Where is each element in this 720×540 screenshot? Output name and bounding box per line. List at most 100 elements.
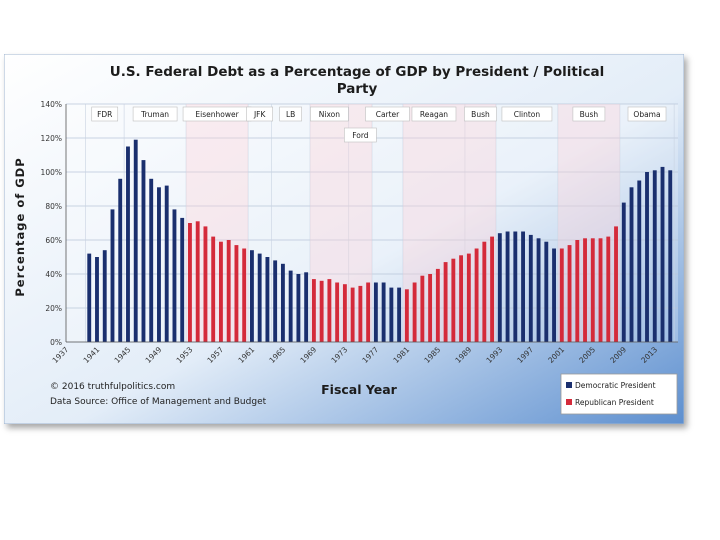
bar bbox=[412, 282, 417, 342]
bar bbox=[265, 257, 270, 342]
term-label: Clinton bbox=[514, 110, 541, 119]
bar bbox=[342, 284, 347, 342]
bar bbox=[435, 268, 440, 342]
bar bbox=[614, 226, 618, 342]
bar bbox=[335, 282, 340, 342]
term-label: LB bbox=[286, 110, 295, 119]
bar bbox=[583, 238, 587, 342]
bar bbox=[381, 282, 386, 342]
bar bbox=[219, 241, 223, 342]
term-label-box bbox=[627, 106, 667, 122]
term-label-box bbox=[464, 106, 497, 122]
bar bbox=[110, 209, 115, 342]
bar bbox=[513, 231, 518, 342]
bar bbox=[273, 260, 278, 342]
bar bbox=[490, 236, 495, 342]
bar bbox=[172, 209, 177, 342]
y-tick-label: 140% bbox=[41, 100, 62, 109]
bar bbox=[567, 245, 572, 342]
bar bbox=[234, 245, 239, 342]
term-label-box bbox=[279, 106, 302, 122]
bar bbox=[133, 139, 138, 342]
term-label-box bbox=[310, 106, 349, 122]
bar bbox=[280, 263, 285, 342]
legend-label-democratic: Democratic President bbox=[575, 381, 656, 390]
bar bbox=[358, 285, 363, 342]
term-label-box bbox=[501, 106, 553, 122]
bar bbox=[242, 248, 247, 342]
bar bbox=[552, 248, 556, 342]
term-label: Bush bbox=[580, 110, 599, 119]
term-label: JFK bbox=[253, 110, 267, 119]
term-label-box bbox=[344, 127, 377, 143]
term-label-layer: FDR Truman Eisenhower JFK LB Nixon Ford Carter R… bbox=[91, 106, 667, 143]
bar bbox=[95, 257, 99, 342]
term-label: Nixon bbox=[319, 110, 340, 119]
y-tick-label: 120% bbox=[41, 134, 62, 143]
term-band bbox=[496, 104, 558, 342]
term-label: Reagan bbox=[420, 110, 448, 119]
legend-swatch-democratic bbox=[566, 382, 572, 388]
data-source-text: Data Source: Office of Management and Bu… bbox=[50, 397, 267, 407]
y-axis-label: Percentage of GDP bbox=[13, 157, 27, 296]
bar bbox=[590, 238, 595, 342]
debt-chart: 0%20%40%60%80%100%120%140%1937 1941 1945 19… bbox=[3, 53, 685, 425]
bar bbox=[528, 234, 533, 342]
bar bbox=[226, 240, 231, 342]
term-label-box bbox=[572, 106, 606, 122]
bar bbox=[288, 270, 293, 342]
bar bbox=[311, 279, 316, 342]
term-band bbox=[402, 104, 465, 342]
bar bbox=[319, 280, 324, 342]
bar-layer bbox=[87, 139, 673, 342]
bar bbox=[188, 223, 192, 342]
bar bbox=[164, 185, 169, 342]
term-label: Eisenhower bbox=[195, 110, 239, 119]
legend: Democratic President Republican Presiden… bbox=[560, 373, 678, 415]
y-tick-label: 80% bbox=[45, 202, 62, 211]
bar bbox=[257, 253, 262, 342]
bar bbox=[118, 178, 123, 342]
bar bbox=[428, 274, 433, 342]
bar bbox=[180, 217, 185, 342]
bar bbox=[366, 282, 371, 342]
chart-title-line2: Party bbox=[337, 81, 378, 97]
bar bbox=[645, 172, 649, 342]
term-label: Carter bbox=[376, 110, 400, 119]
bar bbox=[505, 231, 510, 342]
bar bbox=[482, 241, 487, 342]
legend-label-republican: Republican President bbox=[575, 398, 654, 407]
bar bbox=[575, 240, 580, 342]
bar bbox=[474, 248, 479, 342]
bar bbox=[451, 258, 456, 342]
bar bbox=[157, 187, 161, 342]
bar bbox=[497, 233, 502, 342]
bar bbox=[459, 255, 464, 342]
bar bbox=[606, 236, 611, 342]
term-label: Ford bbox=[352, 131, 369, 140]
term-label-box bbox=[365, 106, 410, 122]
bar bbox=[637, 180, 642, 342]
bar bbox=[211, 236, 216, 342]
bar bbox=[420, 275, 425, 342]
bar bbox=[668, 170, 673, 342]
bar bbox=[559, 248, 564, 342]
bar bbox=[203, 226, 208, 342]
term-label-box bbox=[132, 106, 178, 122]
copyright-text: © 2016 truthfulpolitics.com bbox=[50, 382, 175, 392]
bar bbox=[102, 250, 107, 342]
bar bbox=[389, 287, 394, 342]
y-tick-label: 0% bbox=[50, 338, 62, 347]
legend-swatch-republican bbox=[566, 399, 572, 405]
chart-frame: 0% 20% 40% 60% 80% 100% 120% 140% 1937 1941 1945 19… bbox=[3, 53, 685, 425]
bar bbox=[195, 221, 200, 342]
bar bbox=[544, 241, 549, 342]
bar bbox=[397, 287, 402, 342]
bar bbox=[249, 250, 254, 342]
chart-title-line1: U.S. Federal Debt as a Percentage of GDP… bbox=[110, 64, 605, 80]
bar bbox=[304, 272, 309, 342]
bar bbox=[443, 262, 448, 342]
term-label-box bbox=[411, 106, 457, 122]
y-tick-label: 40% bbox=[45, 270, 62, 279]
bar bbox=[536, 238, 541, 342]
